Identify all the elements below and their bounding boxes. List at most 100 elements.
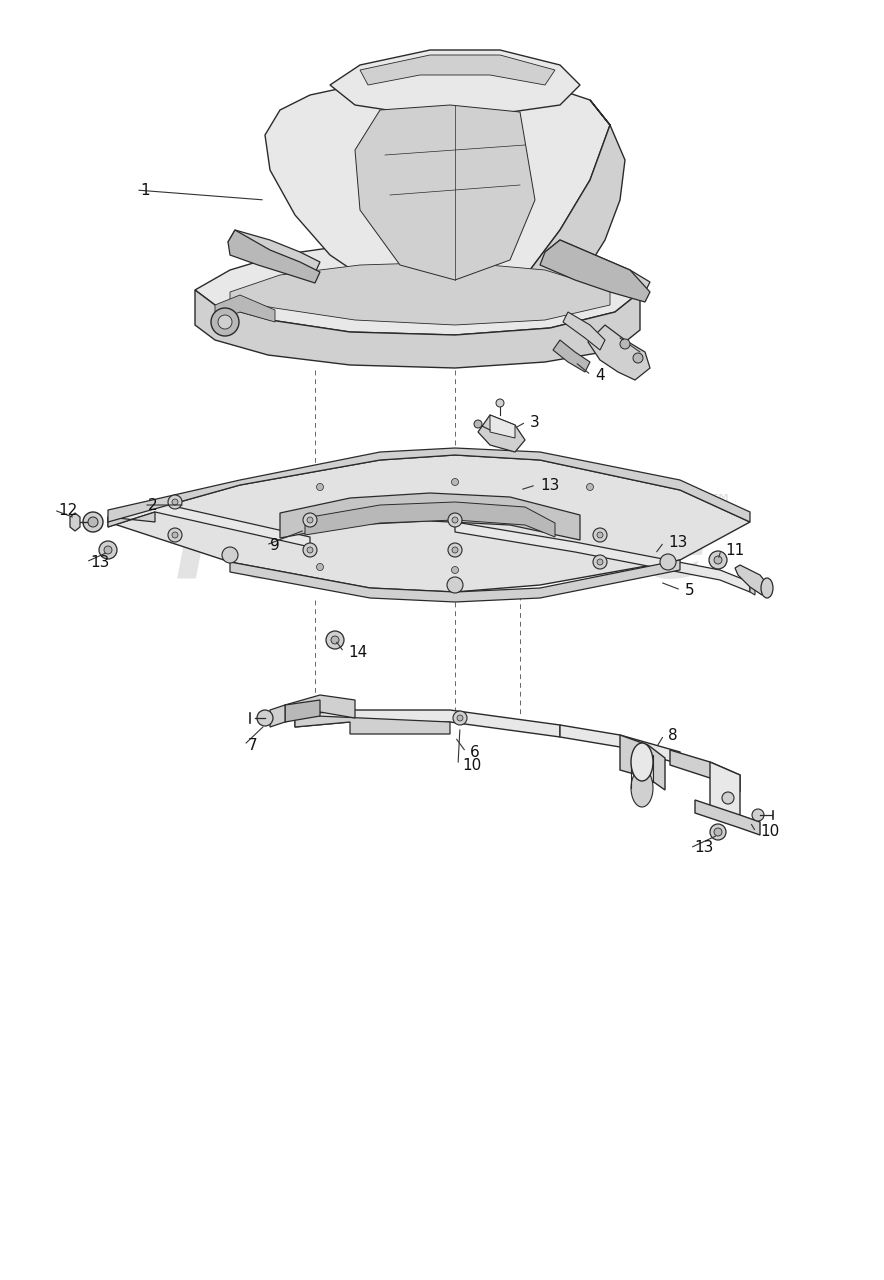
Circle shape [448,513,462,527]
Polygon shape [355,105,535,280]
Circle shape [586,484,593,490]
Polygon shape [70,513,80,531]
Circle shape [448,543,462,557]
Circle shape [710,824,726,840]
Ellipse shape [631,769,653,806]
Circle shape [752,809,764,820]
Text: 11: 11 [725,543,744,558]
Circle shape [83,512,103,532]
Text: 7: 7 [248,737,257,753]
Circle shape [222,547,238,563]
Text: 10: 10 [760,824,780,840]
Circle shape [303,513,317,527]
Circle shape [453,710,467,724]
Circle shape [722,792,734,804]
Polygon shape [285,695,355,722]
Polygon shape [735,564,768,595]
Polygon shape [270,705,285,727]
Circle shape [452,547,458,553]
Circle shape [597,559,603,564]
Text: 4: 4 [595,367,605,383]
Polygon shape [295,716,450,733]
Ellipse shape [631,742,653,781]
Circle shape [331,636,339,644]
Polygon shape [230,262,610,325]
Circle shape [307,517,313,524]
Text: 13: 13 [90,554,110,570]
Circle shape [620,339,630,349]
Polygon shape [545,241,650,292]
Circle shape [99,541,117,559]
Polygon shape [280,493,580,540]
Polygon shape [620,735,665,790]
Circle shape [452,567,459,573]
Circle shape [316,563,324,571]
Circle shape [316,484,324,490]
Polygon shape [560,724,680,764]
Circle shape [168,527,182,541]
Circle shape [172,532,178,538]
Text: 13: 13 [540,477,560,493]
Polygon shape [563,312,605,349]
Circle shape [218,315,232,329]
Circle shape [457,716,463,721]
Circle shape [452,517,458,524]
Circle shape [714,828,722,836]
Circle shape [709,550,727,570]
Polygon shape [455,522,750,591]
Polygon shape [750,582,755,595]
Ellipse shape [761,579,773,598]
Text: 13: 13 [668,535,688,549]
Text: 13: 13 [694,841,713,855]
Text: 1: 1 [140,183,149,197]
Circle shape [168,495,182,509]
Polygon shape [540,241,650,302]
Polygon shape [295,710,560,737]
Text: 5: 5 [685,582,695,598]
Polygon shape [305,502,555,538]
Circle shape [303,543,317,557]
Circle shape [714,556,722,564]
Polygon shape [588,325,650,380]
Circle shape [307,547,313,553]
Polygon shape [695,800,760,835]
Polygon shape [553,340,590,372]
Circle shape [597,532,603,538]
Polygon shape [490,415,515,438]
Polygon shape [330,50,580,115]
Text: 2: 2 [148,498,157,512]
Circle shape [660,554,676,570]
Polygon shape [108,502,310,547]
Circle shape [474,420,482,428]
Polygon shape [530,100,625,305]
Polygon shape [670,750,740,792]
Polygon shape [478,415,525,452]
Circle shape [593,527,607,541]
Polygon shape [108,512,155,527]
Text: 9: 9 [270,538,279,553]
Polygon shape [108,454,750,591]
Text: 14: 14 [348,645,367,659]
Circle shape [326,631,344,649]
Circle shape [88,517,98,527]
Circle shape [172,499,178,506]
Text: ™: ™ [707,493,733,517]
Polygon shape [360,55,555,84]
Text: 6: 6 [470,745,480,759]
Polygon shape [228,230,320,273]
Polygon shape [285,700,320,722]
Text: 12: 12 [58,503,77,517]
Circle shape [452,479,459,485]
Polygon shape [228,230,320,283]
Circle shape [496,399,504,407]
Polygon shape [215,294,275,323]
Polygon shape [108,448,750,522]
Circle shape [211,308,239,337]
Polygon shape [230,561,680,602]
Polygon shape [195,241,640,335]
Polygon shape [265,76,610,305]
Text: PartsTree: PartsTree [175,502,709,599]
Circle shape [104,547,112,554]
Polygon shape [710,762,740,820]
Circle shape [633,353,643,364]
